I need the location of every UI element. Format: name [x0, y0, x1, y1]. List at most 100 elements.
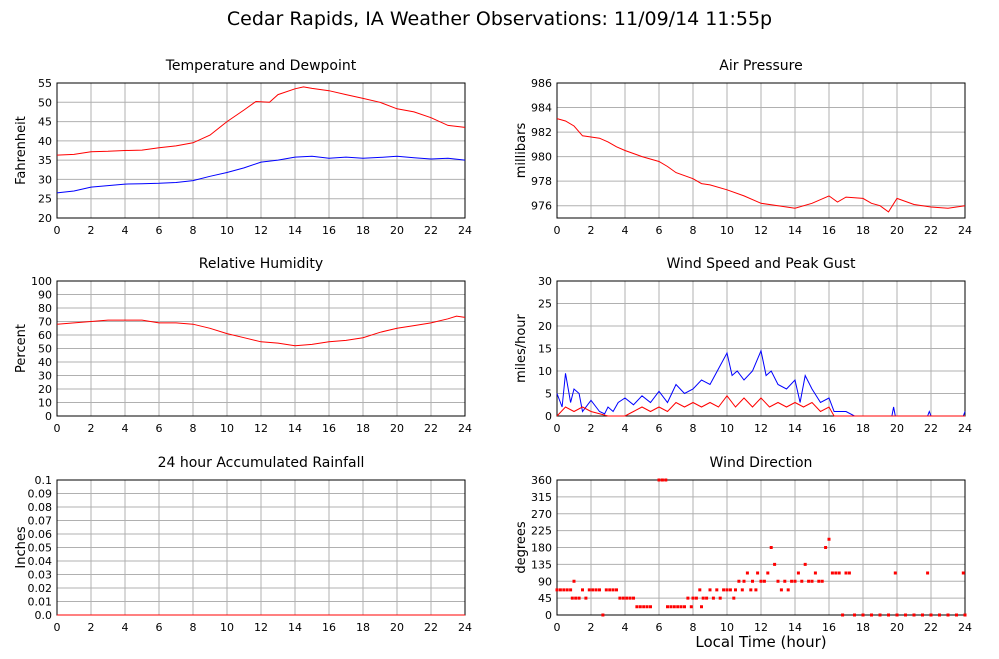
y-tick-label: 0.04	[28, 555, 53, 568]
y-tick-label: 0.07	[28, 515, 53, 528]
x-tick-label: 22	[424, 224, 438, 237]
data-point	[694, 596, 698, 600]
data-point	[638, 605, 642, 609]
plot-frame	[556, 479, 966, 616]
x-tick-label: 2	[88, 224, 95, 237]
data-point	[722, 588, 726, 592]
y-tick-label: 986	[531, 77, 552, 90]
data-point	[766, 571, 770, 575]
y-tick-label: 135	[531, 558, 552, 571]
y-tick-label: 70	[38, 316, 52, 329]
data-point	[604, 588, 608, 592]
x-tick-label: 2	[588, 224, 595, 237]
chart-title: Air Pressure	[719, 58, 802, 74]
x-tick-label: 2	[588, 621, 595, 634]
x-tick-label: 20	[390, 224, 404, 237]
x-tick-label: 12	[754, 224, 768, 237]
x-tick-label: 18	[856, 621, 870, 634]
data-point	[725, 588, 729, 592]
x-tick-label: 12	[754, 621, 768, 634]
x-tick-label: 16	[822, 422, 836, 435]
data-point	[754, 588, 758, 592]
plot-frame	[56, 82, 466, 219]
data-point	[810, 579, 814, 583]
data-point	[870, 613, 873, 617]
y-axis-label: Fahrenheit	[14, 116, 29, 185]
x-tick-label: 24	[458, 621, 472, 634]
y-tick-label: 15	[538, 343, 552, 356]
data-point	[570, 596, 574, 600]
data-point	[790, 579, 794, 583]
data-point	[779, 588, 783, 592]
data-point	[921, 613, 924, 617]
y-axis-label: Inches	[14, 526, 29, 568]
data-point	[642, 605, 646, 609]
y-tick-label: 50	[38, 96, 52, 109]
data-point	[820, 579, 824, 583]
x-tick-label: 0	[554, 224, 561, 237]
data-point	[628, 596, 632, 600]
x-tick-label: 18	[356, 621, 370, 634]
x-tick-label: 20	[890, 621, 904, 634]
x-tick-label: 20	[390, 422, 404, 435]
x-tick-label: 16	[322, 621, 336, 634]
y-tick-label: 20	[38, 212, 52, 225]
data-point	[672, 605, 676, 609]
data-point	[749, 588, 753, 592]
data-point	[676, 605, 680, 609]
data-point	[756, 571, 760, 575]
y-tick-label: 60	[38, 329, 52, 342]
series-line	[56, 155, 466, 194]
series-line	[56, 315, 466, 347]
y-tick-label: 0.06	[28, 528, 53, 541]
y-tick-label: 0.03	[28, 569, 53, 582]
data-point	[689, 605, 693, 609]
data-point	[776, 579, 780, 583]
x-tick-label: 12	[254, 224, 268, 237]
plot-frame	[556, 280, 966, 417]
data-point	[594, 588, 598, 592]
series-line	[556, 394, 965, 417]
y-tick-label: 90	[38, 289, 52, 302]
series-line	[556, 118, 966, 213]
y-tick-label: 40	[38, 356, 52, 369]
y-tick-label: 10	[38, 397, 52, 410]
x-tick-label: 16	[322, 422, 336, 435]
data-point	[878, 613, 882, 617]
data-point	[803, 562, 807, 566]
x-tick-label: 16	[822, 224, 836, 237]
x-tick-label: 12	[254, 422, 268, 435]
data-point	[955, 613, 958, 617]
x-tick-label: 0	[54, 621, 61, 634]
data-point	[895, 613, 899, 617]
data-point	[705, 596, 709, 600]
x-tick-label: 6	[156, 224, 163, 237]
x-tick-label: 20	[890, 422, 904, 435]
data-point	[734, 588, 737, 592]
x-tick-label: 12	[254, 621, 268, 634]
x-tick-label: 6	[656, 422, 663, 435]
chart-title: Relative Humidity	[199, 256, 323, 272]
data-point	[700, 605, 703, 609]
data-point	[558, 588, 562, 592]
data-point	[679, 605, 683, 609]
x-tick-label: 24	[958, 224, 972, 237]
y-tick-label: 0	[545, 410, 552, 423]
y-tick-label: 315	[531, 491, 552, 504]
y-tick-label: 30	[38, 173, 52, 186]
data-point	[946, 613, 950, 617]
y-tick-label: 978	[531, 175, 552, 188]
y-tick-label: 25	[538, 298, 552, 311]
data-point	[817, 579, 821, 583]
data-point	[615, 588, 618, 592]
x-tick-label: 0	[54, 224, 61, 237]
x-tick-label: 2	[88, 422, 95, 435]
y-tick-label: 45	[538, 592, 552, 605]
data-point	[632, 596, 635, 600]
data-point	[841, 613, 845, 617]
data-point	[715, 588, 719, 592]
